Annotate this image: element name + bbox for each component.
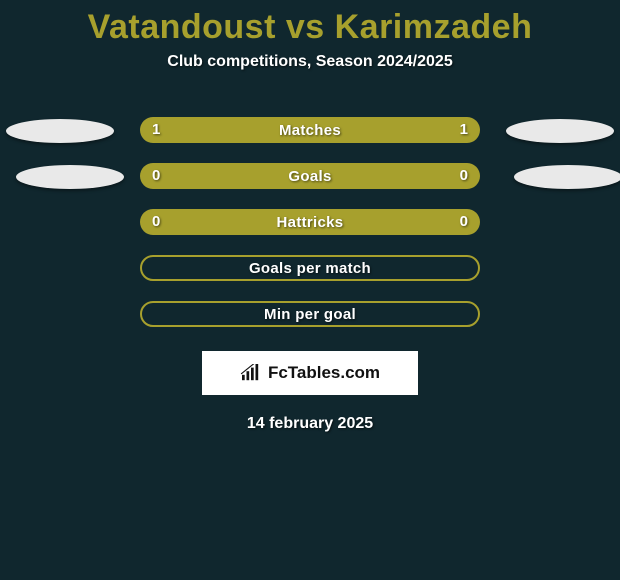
row-matches: Matches 1 1 <box>0 107 620 153</box>
label-gpm: Goals per match <box>249 260 371 277</box>
stats-block: Matches 1 1 Goals 0 0 Hattricks 0 0 Goal… <box>0 107 620 337</box>
value-matches-left: 1 <box>152 117 160 143</box>
page-title: Vatandoust vs Karimzadeh <box>0 0 620 47</box>
ellipse-right-icon <box>514 165 620 189</box>
ellipse-right-icon <box>506 119 614 143</box>
label-goals: Goals <box>288 168 331 185</box>
brand-text: FcTables.com <box>268 363 380 383</box>
label-matches: Matches <box>279 122 341 139</box>
value-hattricks-left: 0 <box>152 209 160 235</box>
pill-hattricks: Hattricks <box>140 209 480 235</box>
bar-chart-icon <box>240 364 262 382</box>
label-mpg: Min per goal <box>264 306 356 323</box>
value-hattricks-right: 0 <box>460 209 468 235</box>
brand-badge: FcTables.com <box>202 351 418 395</box>
pill-matches: Matches <box>140 117 480 143</box>
label-hattricks: Hattricks <box>277 214 344 231</box>
footer-date: 14 february 2025 <box>0 415 620 433</box>
value-goals-left: 0 <box>152 163 160 189</box>
row-hattricks: Hattricks 0 0 <box>0 199 620 245</box>
ellipse-left-icon <box>16 165 124 189</box>
ellipse-left-icon <box>6 119 114 143</box>
page-subtitle: Club competitions, Season 2024/2025 <box>0 53 620 71</box>
pill-mpg: Min per goal <box>140 301 480 327</box>
value-goals-right: 0 <box>460 163 468 189</box>
pill-gpm: Goals per match <box>140 255 480 281</box>
row-goals-per-match: Goals per match <box>0 245 620 291</box>
row-goals: Goals 0 0 <box>0 153 620 199</box>
pill-goals: Goals <box>140 163 480 189</box>
value-matches-right: 1 <box>460 117 468 143</box>
row-min-per-goal: Min per goal <box>0 291 620 337</box>
